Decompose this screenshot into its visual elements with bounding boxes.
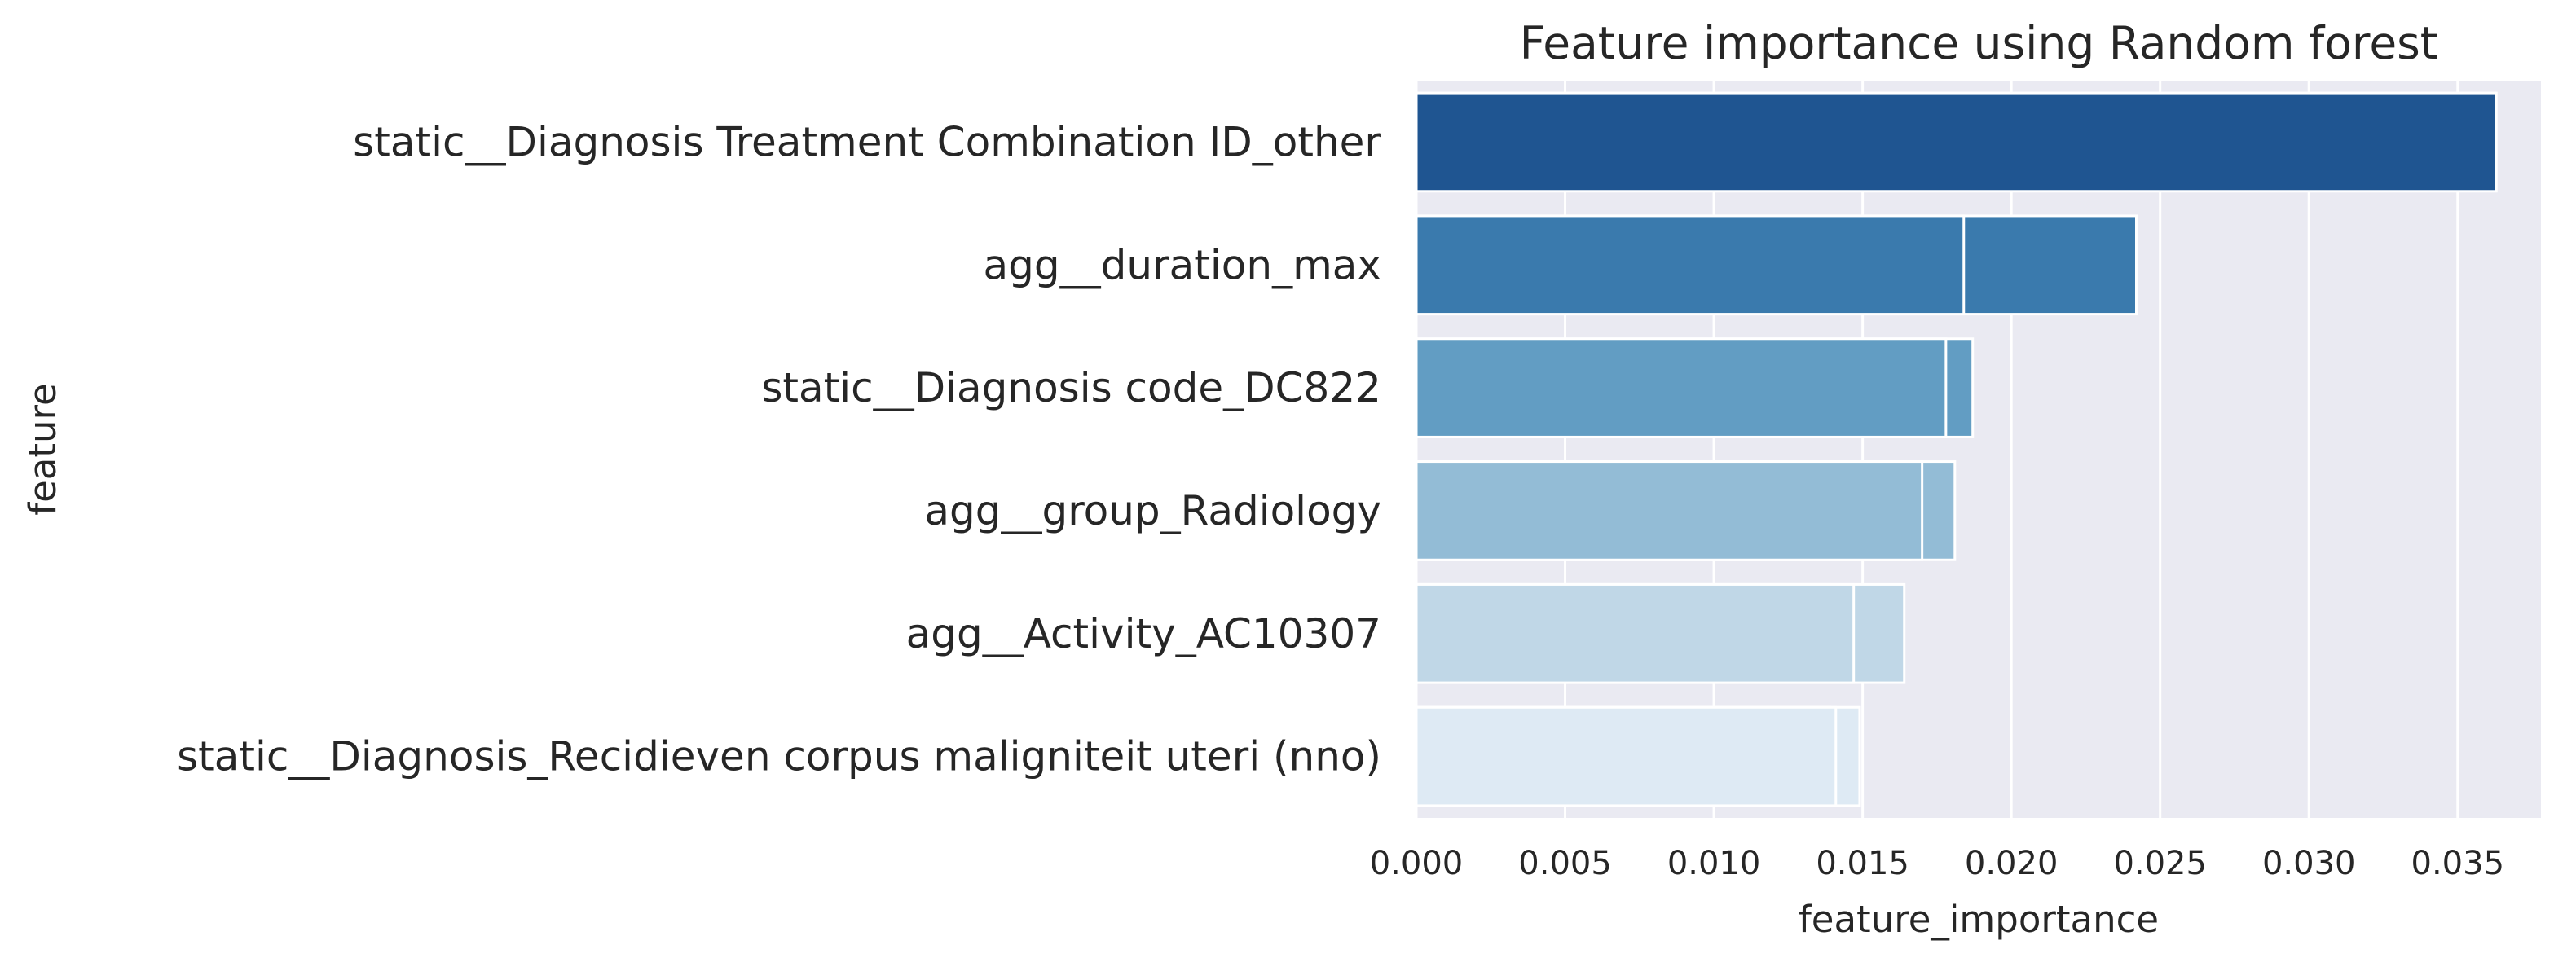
bar-1-overlay-0 — [1415, 214, 1966, 316]
x-tick-label-7: 0.035 — [2411, 845, 2505, 882]
category-label-5: static__Diagnosis_Recidieven corpus mali… — [177, 733, 1381, 780]
bars — [1415, 91, 2498, 807]
x-tick-labels: 0.000 0.005 0.010 0.015 0.020 0.025 0.030 0.035 — [1370, 845, 2504, 882]
x-tick-label-4: 0.020 — [1965, 845, 2059, 882]
category-label-4: agg__Activity_AC10307 — [906, 610, 1381, 657]
x-tick-label-0: 0.000 — [1370, 845, 1464, 882]
category-label-3: agg__group_Radiology — [924, 487, 1381, 534]
bar-5-overlay-1 — [1415, 705, 1838, 807]
x-tick-label-2: 0.010 — [1667, 845, 1761, 882]
x-axis-label: feature_importance — [1799, 898, 2159, 941]
bar-3-overlay-2 — [1415, 460, 1924, 561]
category-label-1: agg__duration_max — [984, 241, 1381, 288]
x-tick-label-1: 0.005 — [1518, 845, 1612, 882]
bar-4-overlay-1 — [1415, 582, 1856, 684]
gridlines — [1415, 81, 2459, 818]
bar-2-overlay-0 — [1415, 337, 1948, 438]
y-axis-label: feature — [21, 383, 64, 515]
category-label-2: static__Diagnosis code_DC822 — [761, 364, 1381, 411]
bar-0 — [1415, 91, 2498, 193]
chart-title: Feature importance using Random forest — [1520, 17, 2438, 69]
plot-background — [1416, 81, 2541, 818]
x-tick-label-3: 0.015 — [1816, 845, 1909, 882]
category-label-0: static__Diagnosis Treatment Combination … — [353, 118, 1381, 165]
category-labels: static__Diagnosis Treatment Combination … — [177, 118, 1381, 780]
x-tick-label-6: 0.030 — [2262, 845, 2356, 882]
x-tick-label-5: 0.025 — [2113, 845, 2207, 882]
